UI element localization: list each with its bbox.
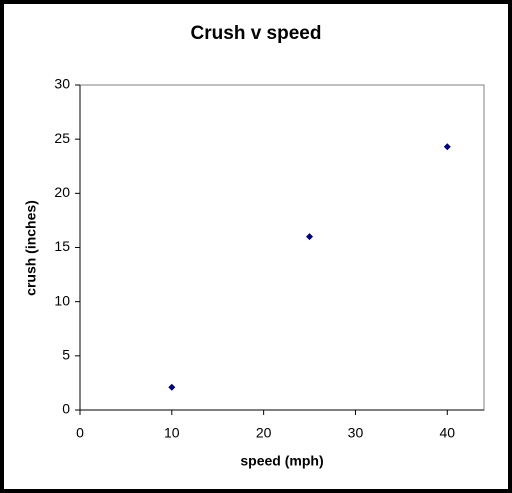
- data-point: [306, 233, 314, 241]
- y-tick-label: 5: [62, 347, 70, 363]
- x-tick-label: 40: [439, 425, 455, 441]
- data-point: [168, 383, 176, 391]
- x-tick-label: 10: [164, 425, 180, 441]
- y-tick-label: 15: [54, 238, 70, 254]
- chart-title: Crush v speed: [191, 23, 322, 44]
- x-axis-label: speed (mph): [240, 453, 323, 469]
- x-tick-label: 0: [76, 425, 84, 441]
- plot-area: [79, 84, 485, 411]
- y-axis-label: crush (inches): [23, 200, 39, 296]
- data-point: [443, 143, 451, 151]
- y-tick-label: 20: [54, 184, 70, 200]
- x-tick-label: 20: [256, 425, 272, 441]
- y-tick-label: 25: [54, 130, 70, 146]
- y-tick-label: 30: [54, 76, 70, 92]
- y-tick-label: 10: [54, 292, 70, 308]
- x-tick-label: 30: [348, 425, 364, 441]
- y-tick-label: 0: [62, 401, 70, 417]
